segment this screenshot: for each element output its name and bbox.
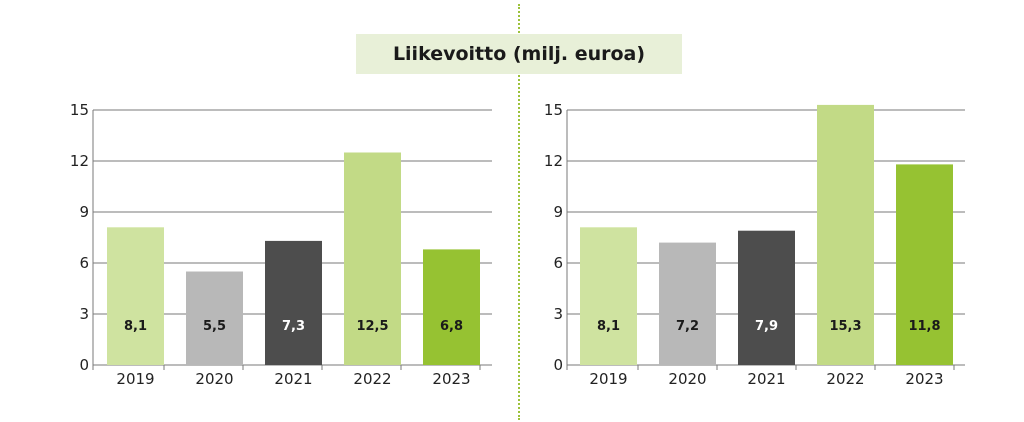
bar-2019 [580,227,637,365]
x-tick-label: 2020 [668,370,706,388]
bar-2021 [738,230,795,365]
bar-2019 [107,227,164,365]
bar-2022 [344,152,401,365]
bar-value-label: 6,8 [440,319,463,334]
y-tick-label: 0 [79,356,89,374]
bar-value-label: 7,3 [282,319,305,334]
bar-2021 [265,240,322,365]
bar-value-label: 12,5 [356,319,388,334]
bar-value-label: 15,3 [829,319,861,334]
y-tick-label: 15 [70,101,89,119]
y-tick-label: 3 [553,305,563,323]
x-tick-label: 2019 [116,370,154,388]
x-tick-label: 2019 [589,370,627,388]
x-tick-label: 2021 [747,370,785,388]
bar-value-label: 5,5 [203,319,226,334]
bar-value-label: 8,1 [597,319,620,334]
bar-value-label: 8,1 [124,319,147,334]
bar-2020 [659,242,716,365]
bar-2022 [817,104,874,366]
y-tick-label: 12 [544,152,563,170]
center-divider [518,4,520,420]
y-tick-label: 0 [553,356,563,374]
x-tick-label: 2022 [826,370,864,388]
bar-2023 [423,249,480,365]
x-tick-label: 2023 [905,370,943,388]
y-tick-label: 6 [553,254,563,272]
x-tick-label: 2022 [353,370,391,388]
x-tick-label: 2020 [195,370,233,388]
y-tick-label: 6 [79,254,89,272]
y-tick-label: 12 [70,152,89,170]
bar-value-label: 11,8 [908,319,940,334]
bar-2023 [896,164,953,365]
y-tick-label: 3 [79,305,89,323]
bar-value-label: 7,9 [755,319,778,334]
y-tick-label: 9 [553,203,563,221]
bar-2020 [186,271,243,365]
y-tick-label: 9 [79,203,89,221]
y-tick-label: 15 [544,101,563,119]
x-tick-label: 2021 [274,370,312,388]
x-tick-label: 2023 [432,370,470,388]
chart-title: Liikevoitto (milj. euroa) [356,34,682,74]
bar-value-label: 7,2 [676,319,699,334]
